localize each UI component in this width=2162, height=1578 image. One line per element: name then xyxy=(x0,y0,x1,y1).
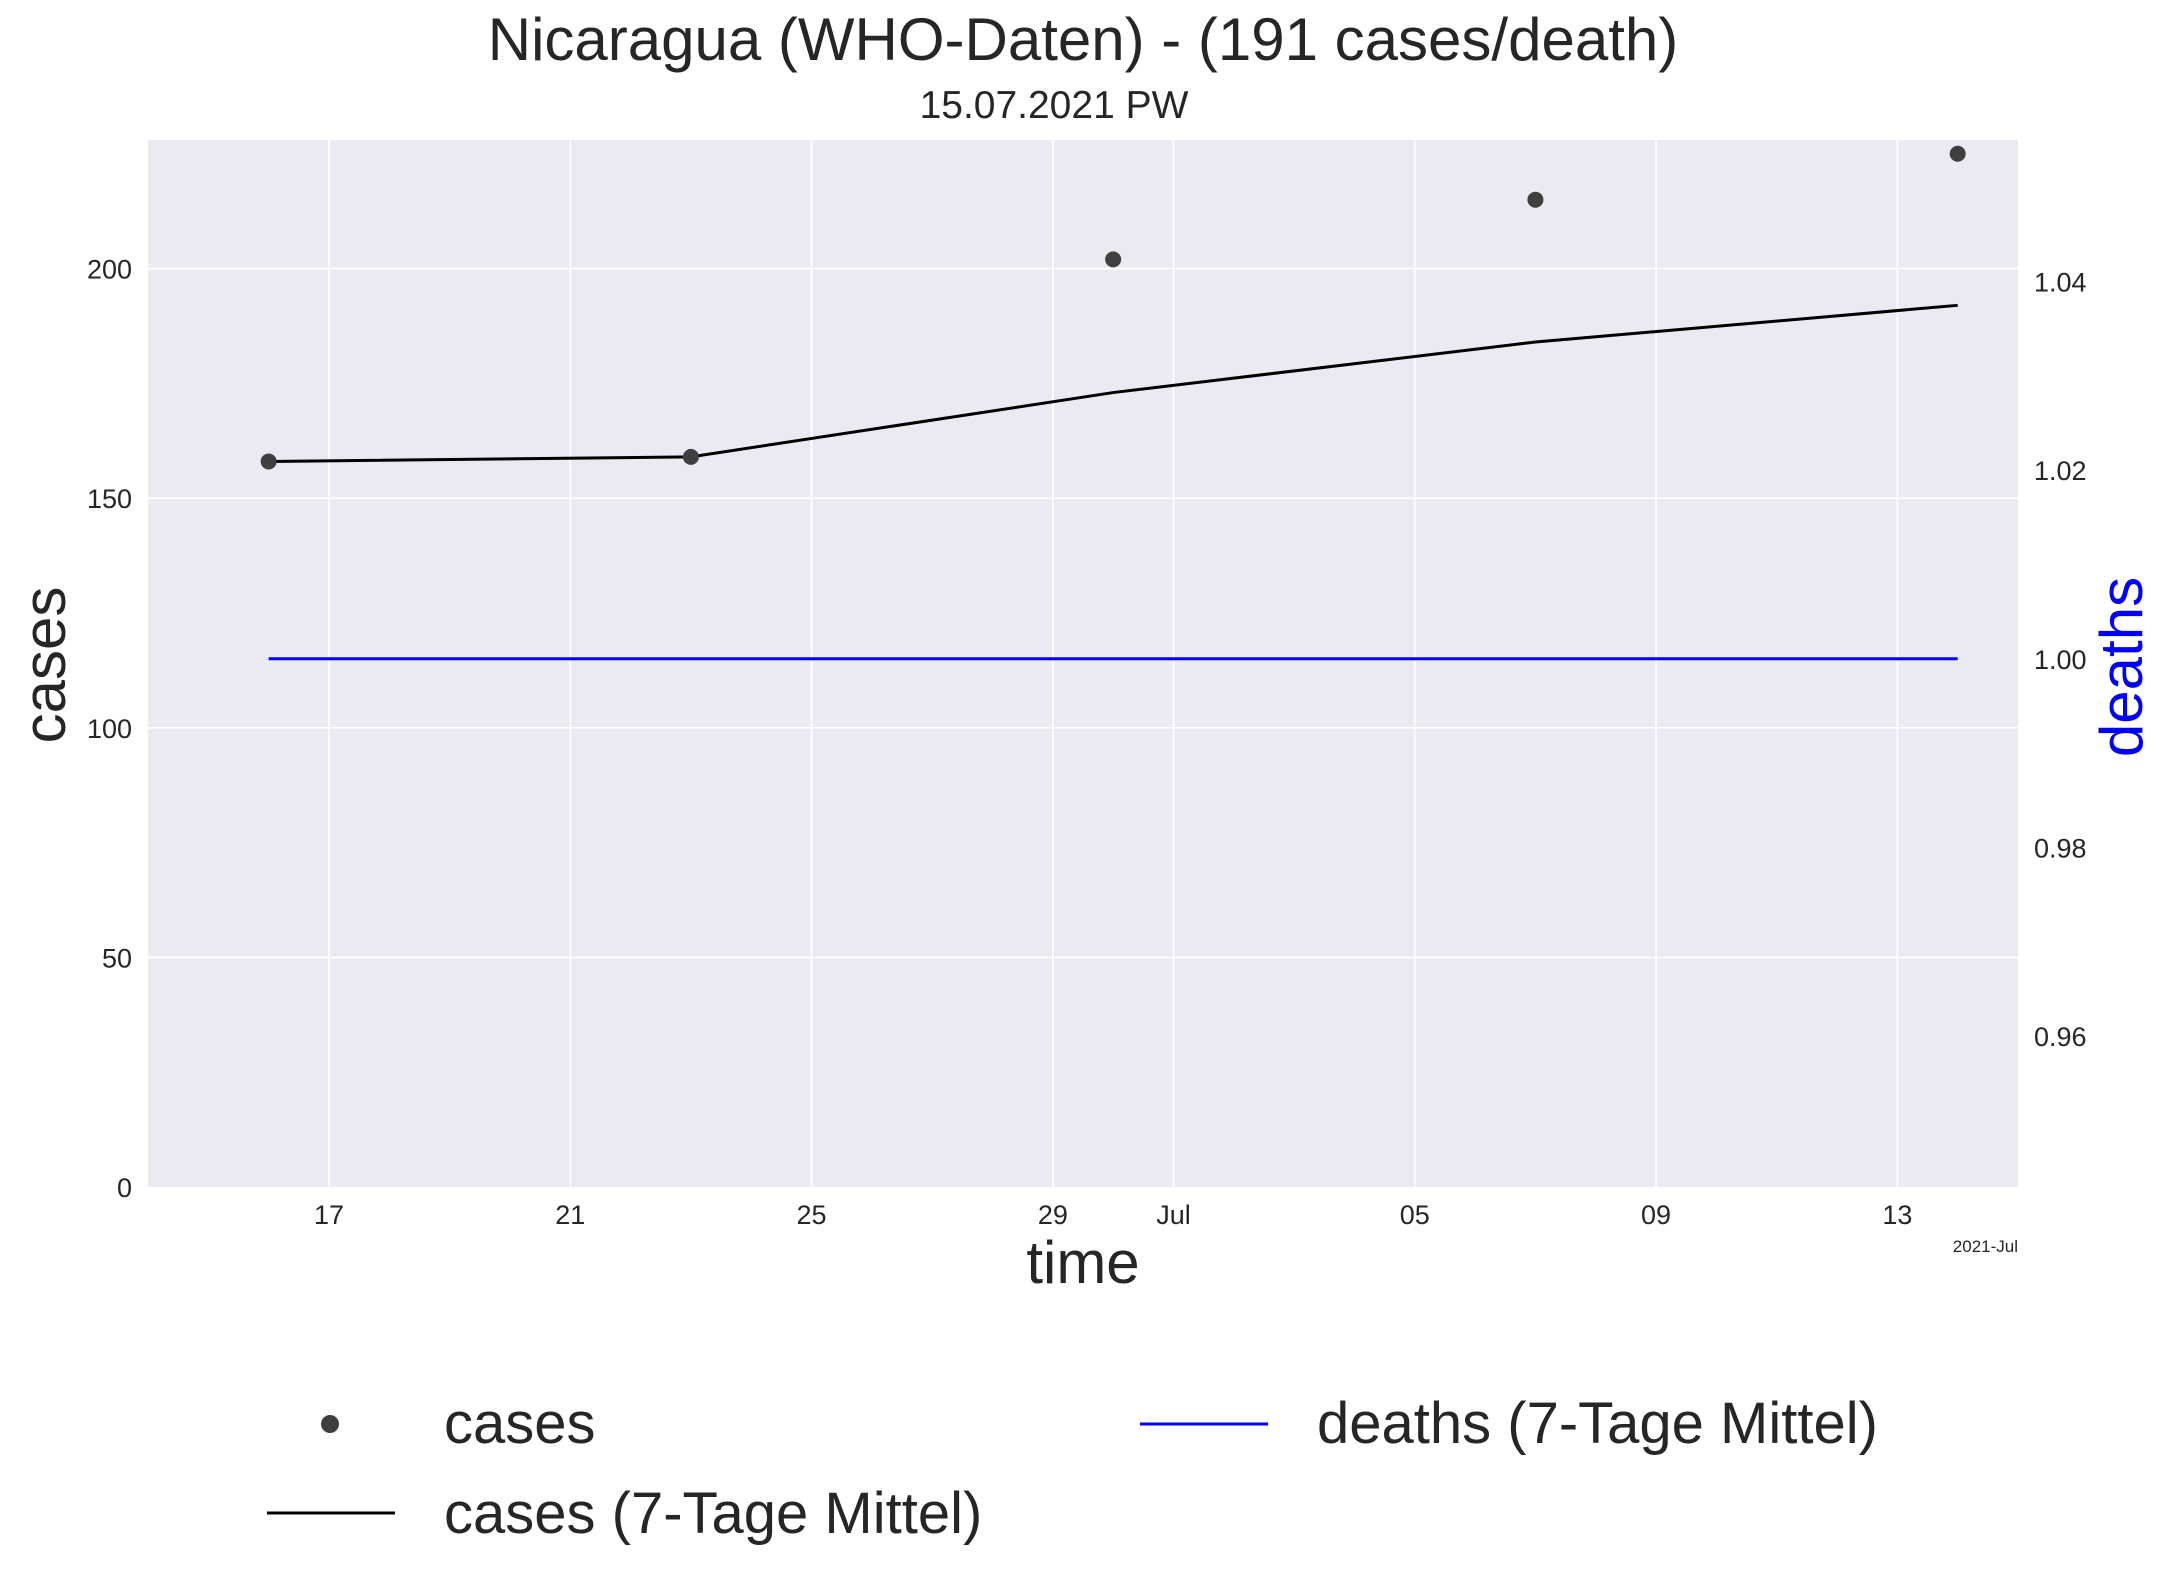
y-gridlines xyxy=(148,267,2018,959)
legend-cases-label: cases xyxy=(444,1391,596,1456)
cases-point xyxy=(682,448,699,465)
cases-point xyxy=(1105,251,1122,268)
x-tick-labels: 17 21 25 29 Jul 05 09 13 xyxy=(314,1200,1912,1230)
y2-tick-label: 1.02 xyxy=(2034,456,2087,486)
x-tick-label: Jul xyxy=(1156,1200,1191,1230)
y-tick-labels: 0 50 100 150 200 xyxy=(87,255,132,1203)
y-axis-label: cases xyxy=(11,587,78,744)
x-tick-label: 21 xyxy=(555,1200,585,1230)
cases-avg-line xyxy=(268,303,1958,463)
legend-cases-marker xyxy=(321,1415,339,1433)
y2-axis-label: deaths xyxy=(2088,577,2155,757)
y2-tick-label: 0.96 xyxy=(2034,1022,2087,1052)
x-offset-label: 2021-Jul xyxy=(1953,1237,2018,1256)
y2-tick-label: 1.04 xyxy=(2034,267,2087,297)
x-tick-label: 29 xyxy=(1038,1200,1068,1230)
legend-cases-avg-label: cases (7-Tage Mittel) xyxy=(444,1481,982,1546)
x-tick-label: 09 xyxy=(1641,1200,1671,1230)
cases-point xyxy=(1949,145,1966,162)
x-tick-label: 17 xyxy=(314,1200,344,1230)
chart-subtitle: 15.07.2021 PW xyxy=(920,84,1189,127)
cases-point xyxy=(260,453,277,470)
chart-title: Nicaragua (WHO-Daten) - (191 cases/death… xyxy=(488,6,1678,73)
y-tick-label: 200 xyxy=(87,255,132,285)
x-tick-label: 13 xyxy=(1882,1200,1912,1230)
y2-tick-labels: 0.96 0.98 1.00 1.02 1.04 xyxy=(2034,267,2087,1052)
x-gridlines xyxy=(328,140,1899,1187)
x-tick-label: 25 xyxy=(797,1200,827,1230)
y2-tick-label: 0.98 xyxy=(2034,833,2087,863)
cases-point xyxy=(1527,191,1544,208)
legend: cases cases (7-Tage Mittel) deaths (7-Ta… xyxy=(267,1391,1878,1546)
y-tick-label: 100 xyxy=(87,714,132,744)
x-axis-label: time xyxy=(1026,1229,1139,1296)
y-tick-label: 150 xyxy=(87,484,132,514)
y-tick-label: 0 xyxy=(117,1173,132,1203)
y2-tick-label: 1.00 xyxy=(2034,645,2087,675)
y-tick-label: 50 xyxy=(102,943,132,973)
plot-area xyxy=(148,140,2018,1187)
x-tick-label: 05 xyxy=(1400,1200,1430,1230)
series-layer xyxy=(260,145,1966,661)
legend-deaths-avg-label: deaths (7-Tage Mittel) xyxy=(1317,1391,1878,1456)
